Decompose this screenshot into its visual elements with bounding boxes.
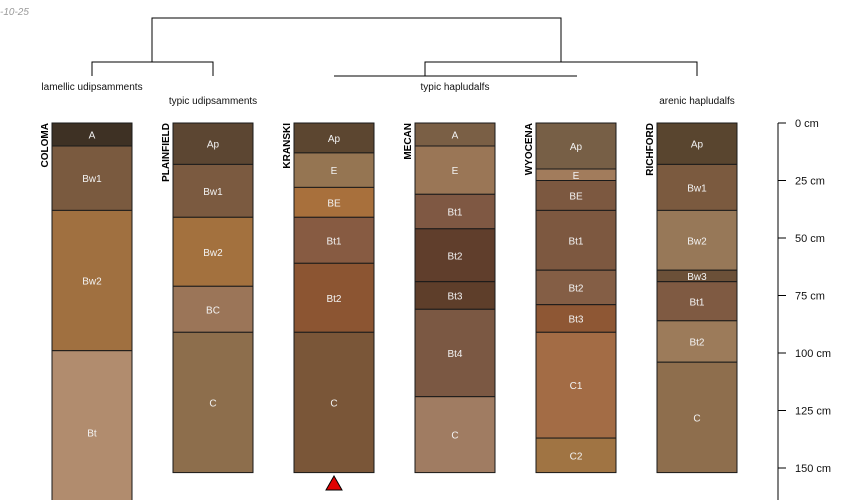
horizon-block <box>414 396 496 474</box>
profile-name: COLOMA <box>40 123 51 167</box>
horizon-label: Bt2 <box>326 294 341 305</box>
horizon-block <box>172 122 254 165</box>
axis-tick-label: 100 cm <box>795 348 831 360</box>
profile-name: RICHFORD <box>645 123 656 176</box>
profile-richford: Ap Bw1 Bw2 Bw3 Bt1 Bt2 C RICHFORD <box>645 122 738 474</box>
dendro-branch-udipsamments <box>91 61 214 76</box>
horizon-label: Bt3 <box>447 292 462 303</box>
horizon-label: C <box>209 398 216 409</box>
depth-axis: 0 cm 25 cm 50 cm 75 cm 100 cm 125 cm 150 cm <box>777 118 831 500</box>
horizon-label: E <box>452 166 459 177</box>
horizon-block <box>51 350 133 500</box>
date-stamp: -10-25 <box>0 7 29 18</box>
cluster-label-typic-udipsamments: typic udipsamments <box>169 96 257 107</box>
horizon-label: E <box>331 166 338 177</box>
dendrogram <box>91 17 698 77</box>
horizon-block <box>293 262 375 333</box>
horizon-label: Bt2 <box>689 338 704 349</box>
profile-name: KRANSKI <box>282 123 293 169</box>
horizon-label: C1 <box>570 381 583 392</box>
profile-kranski: Ap E BE Bt1 Bt2 C KRANSKI <box>282 122 375 474</box>
horizon-block <box>414 228 496 283</box>
horizon-block <box>51 209 133 352</box>
profile-coloma: A Bw1 Bw2 Bt COLOMA <box>40 122 133 500</box>
horizon-block <box>656 209 738 271</box>
horizon-block <box>535 331 617 439</box>
profile-name: MECAN <box>403 123 414 160</box>
horizon-block <box>293 331 375 474</box>
horizon-label: Bt1 <box>326 236 341 247</box>
horizon-label: Bt1 <box>568 236 583 247</box>
horizon-block <box>51 145 133 211</box>
horizon-label: Ap <box>328 134 341 145</box>
horizon-block <box>656 163 738 211</box>
axis-tick-label: 75 cm <box>795 291 825 303</box>
horizon-block <box>656 281 738 322</box>
marker-triangle <box>325 474 343 491</box>
profile-plainfield: Ap Bw1 Bw2 BC C PLAINFIELD <box>161 122 254 474</box>
horizon-label: C <box>451 431 458 442</box>
horizon-label: Bt2 <box>568 283 583 294</box>
horizon-block <box>172 331 254 474</box>
horizon-block <box>414 308 496 398</box>
horizon-block <box>535 304 617 333</box>
horizon-label: E <box>573 171 580 182</box>
horizon-block <box>293 186 375 218</box>
axis-tick-label: 0 cm <box>795 118 819 130</box>
horizon-label: Bw2 <box>82 277 102 288</box>
cluster-label-lamellic: lamellic udipsamments <box>41 82 142 93</box>
axis-tick-label: 25 cm <box>795 176 825 188</box>
horizon-label: Bw1 <box>687 183 707 194</box>
horizon-label: Bt2 <box>447 251 462 262</box>
horizon-label: Bt <box>87 428 97 439</box>
profile-name: WYOCENA <box>524 123 535 175</box>
horizon-label: C <box>693 413 700 424</box>
horizon-block <box>535 437 617 474</box>
horizon-label: BC <box>206 305 220 316</box>
horizon-label: C <box>330 398 337 409</box>
horizon-block <box>414 281 496 310</box>
horizon-block <box>414 193 496 230</box>
horizon-block <box>656 320 738 363</box>
horizon-block <box>656 122 738 165</box>
profile-wyocena: Ap E BE Bt1 Bt2 Bt3 C1 C2 WYOCENA <box>524 122 617 474</box>
profile-mecan: A E Bt1 Bt2 Bt3 Bt4 C MECAN <box>403 122 496 474</box>
axis-tick-label: 150 cm <box>795 463 831 475</box>
horizon-label: Bw1 <box>203 187 223 198</box>
horizon-label: Bw2 <box>687 236 707 247</box>
horizon-label: Bw3 <box>687 272 707 283</box>
horizon-block <box>172 216 254 287</box>
horizon-block <box>535 180 617 211</box>
horizon-block <box>414 145 496 195</box>
profile-name: PLAINFIELD <box>161 123 172 182</box>
horizon-label: Bw1 <box>82 174 102 185</box>
horizon-label: Ap <box>691 140 704 151</box>
horizon-label: Bw2 <box>203 248 223 259</box>
horizon-label: Bt3 <box>568 315 583 326</box>
horizon-block <box>535 122 617 170</box>
horizon-label: Ap <box>570 142 583 153</box>
horizon-label: Bt4 <box>447 349 462 360</box>
horizon-label: C2 <box>570 451 583 462</box>
horizon-label: BE <box>327 198 341 209</box>
horizon-label: Bt1 <box>689 297 704 308</box>
horizon-block <box>656 361 738 474</box>
horizon-label: A <box>452 131 459 142</box>
horizon-label: BE <box>569 191 583 202</box>
horizon-label: A <box>89 131 96 142</box>
horizon-label: Bt1 <box>447 208 462 219</box>
axis-tick-label: 50 cm <box>795 233 825 245</box>
horizon-label: Ap <box>207 140 220 151</box>
dendro-branch-hapludalfs <box>424 61 698 76</box>
dendro-root-link <box>151 17 562 62</box>
cluster-label-typic-hapludalfs: typic hapludalfs <box>421 82 490 93</box>
axis-tick-label: 125 cm <box>795 406 831 418</box>
horizon-block <box>293 152 375 188</box>
horizon-block <box>293 216 375 264</box>
cluster-label-arenic-hapludalfs: arenic hapludalfs <box>659 96 735 107</box>
